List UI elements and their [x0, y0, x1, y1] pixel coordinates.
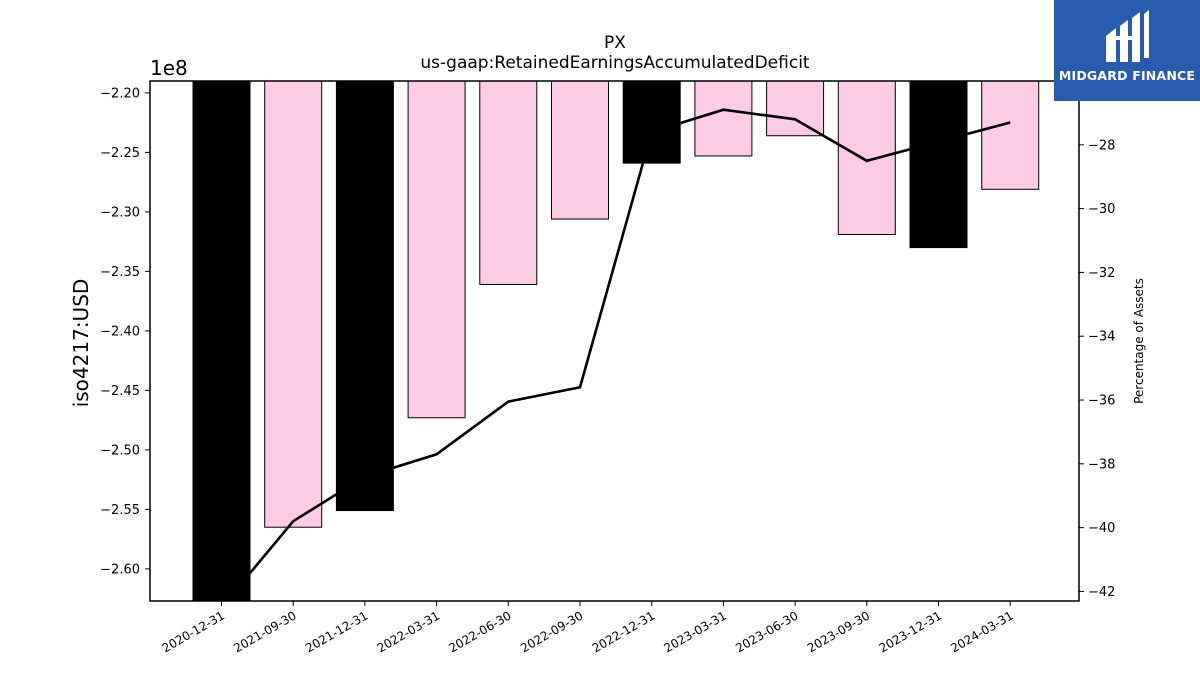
y2-tick-label: −38: [1088, 457, 1115, 472]
x-tick-label: 2023-03-31: [661, 608, 728, 655]
y-tick-label: −2.20: [100, 86, 140, 101]
bar-2022-06-30: [479, 80, 538, 285]
x-tick-label: 2021-09-30: [231, 608, 298, 655]
y-tick-label: −2.25: [100, 146, 140, 161]
x-tick-label: 2023-12-31: [877, 608, 944, 655]
bar-2021-09-30: [264, 80, 323, 528]
bar-2024-03-31: [981, 80, 1040, 190]
line-layer: [225, 108, 1011, 601]
x-tick-label: 2022-09-30: [518, 608, 585, 655]
plot-frame: [149, 80, 1080, 602]
y2-tick-label: −30: [1088, 202, 1115, 217]
x-tick-label: 2023-06-30: [733, 608, 800, 655]
y2-axis-label: Percentage of Assets: [1132, 278, 1146, 404]
y2-tick-label: −32: [1088, 266, 1115, 281]
y2-tick-label: −28: [1088, 138, 1115, 153]
y-tick-label: −2.50: [100, 443, 140, 458]
y-tick-label: −2.40: [100, 324, 140, 339]
y2-tick-label: −42: [1088, 585, 1115, 600]
bar-2023-09-30: [837, 80, 896, 236]
y2-tick-label: −40: [1088, 521, 1115, 536]
y-axis-label: iso4217:USD: [69, 279, 93, 408]
chart-title: PX: [604, 33, 626, 53]
logo-text: MIDGARD FINANCE: [1058, 68, 1196, 83]
x-tick-label: 2023-09-30: [805, 608, 872, 655]
logo-mark-icon: [1106, 10, 1149, 62]
y-tick-label: −2.60: [100, 562, 140, 577]
y2-tick-label: −36: [1088, 394, 1115, 409]
y-tick-label: −2.45: [100, 384, 140, 399]
x-tick-label: 2022-12-31: [590, 608, 657, 655]
x-tick-label: 2022-06-30: [446, 608, 513, 655]
bar-2022-12-31: [622, 80, 681, 164]
x-tick-label: 2022-03-31: [375, 608, 442, 655]
x-tick-label: 2020-12-31: [160, 608, 227, 655]
bar-2020-12-31: [192, 80, 251, 602]
y-tick-label: −2.35: [100, 265, 140, 280]
chart-subtitle: us-gaap:RetainedEarningsAccumulatedDefic…: [420, 53, 810, 73]
x-tick-label: 2021-12-31: [303, 608, 370, 655]
bar-2022-09-30: [551, 80, 609, 220]
y2-tick-label: −34: [1088, 330, 1115, 345]
y-tick-label: −2.30: [100, 205, 140, 220]
y-tick-label: −2.55: [100, 503, 140, 518]
bar-2022-03-31: [407, 80, 466, 419]
logo: MIDGARD FINANCE: [1054, 0, 1200, 101]
bar-2023-03-31: [694, 80, 753, 157]
y-offset-label: 1e8: [150, 56, 188, 80]
bars-group: [192, 80, 1040, 602]
x-tick-label: 2024-03-31: [948, 608, 1015, 655]
bar-2023-06-30: [766, 80, 825, 137]
bar-2021-12-31: [335, 80, 394, 512]
bar-2023-12-31: [909, 80, 968, 249]
series-line-percentage-of-assets: [225, 108, 1011, 601]
